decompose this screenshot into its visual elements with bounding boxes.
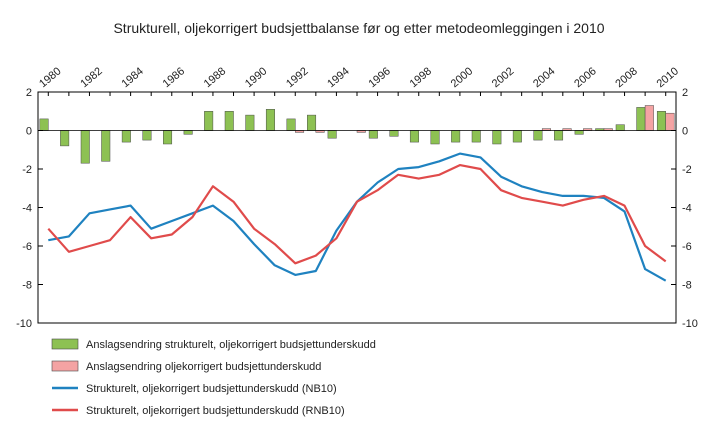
bar-structural-1983 [101, 130, 111, 162]
x-tick-label-2004: 2004 [531, 65, 557, 90]
bar-structural-2002 [492, 130, 502, 145]
legend-swatch-oil [51, 360, 79, 372]
y-tick-label-right: 2 [682, 87, 688, 99]
bar-structural-1994 [327, 130, 337, 139]
chart-title: Strukturell, oljekorrigert budsjettbalan… [113, 20, 604, 36]
y-tick-label-left: -6 [22, 241, 32, 253]
x-tick-label-2010: 2010 [655, 65, 681, 90]
x-tick-label-2006: 2006 [572, 65, 598, 90]
bar-structural-1991 [265, 109, 275, 131]
legend-label-nb10: Strukturelt, oljekorrigert budsjettunder… [86, 383, 337, 395]
x-tick-label-1990: 1990 [243, 65, 269, 90]
x-tick-label-1986: 1986 [161, 65, 187, 90]
bar-structural-2000 [451, 130, 461, 143]
bar-structural-1997 [389, 130, 399, 137]
y-tick-label-right: -10 [682, 318, 698, 330]
y-tick-label-left: 0 [26, 126, 32, 138]
line-rnb10 [47, 164, 667, 265]
y-tick-label-right: -2 [682, 164, 692, 176]
bar-structural-1992 [286, 118, 296, 131]
y-tick-label-left: -4 [22, 203, 32, 215]
x-tick-label-1980: 1980 [37, 65, 63, 90]
bar-structural-2008 [615, 124, 625, 131]
bar-structural-1986 [163, 130, 173, 145]
bar-structural-1993 [307, 114, 317, 131]
bar-structural-1981 [60, 130, 70, 147]
bar-structural-2009 [636, 107, 646, 131]
x-tick-label-1992: 1992 [284, 65, 310, 90]
bar-structural-1996 [368, 130, 378, 139]
x-tick-label-1988: 1988 [202, 65, 228, 90]
bar-structural-1987 [183, 130, 193, 135]
line-layer [47, 152, 667, 282]
y-tick-label-left: -10 [16, 318, 32, 330]
x-tick-label-1998: 1998 [408, 65, 434, 90]
legend-label-rnb10: Strukturelt, oljekorrigert budsjettunder… [86, 405, 345, 417]
bar-structural-1999 [430, 130, 440, 145]
legend-label-oil: Anslagsendring oljekorrigert budsjettund… [86, 361, 321, 373]
line-nb10 [48, 152, 667, 282]
bar-structural-2010 [656, 111, 666, 131]
bar-layer [38, 105, 676, 164]
x-tick-label-2000: 2000 [449, 65, 475, 90]
bar-structural-2006 [574, 130, 584, 135]
y-tick-label-right: 0 [682, 126, 688, 138]
y-tick-label-left: -2 [22, 164, 32, 176]
y-tick-label-left: -8 [22, 280, 32, 292]
bar-structural-2003 [512, 130, 522, 143]
bar-structural-2001 [471, 130, 481, 143]
bar-structural-1982 [80, 130, 90, 164]
bar-structural-1989 [224, 111, 234, 131]
bar-structural-2005 [554, 130, 564, 141]
legend-swatch-structural [51, 338, 79, 350]
bar-structural-1984 [121, 130, 131, 143]
bar-structural-2004 [533, 130, 543, 141]
bar-structural-1990 [245, 114, 255, 131]
legend-label-structural: Anslagsendring strukturelt, oljekorriger… [86, 339, 376, 351]
x-tick-label-2002: 2002 [490, 65, 516, 90]
x-tick-label-1994: 1994 [325, 65, 351, 90]
bar-oil-2010 [665, 112, 675, 131]
y-tick-label-right: -6 [682, 241, 692, 253]
bar-structural-1998 [409, 130, 419, 143]
y-tick-label-right: -8 [682, 280, 692, 292]
x-tick-label-2008: 2008 [613, 65, 639, 90]
bar-structural-1980 [39, 118, 49, 131]
bar-structural-1988 [204, 111, 214, 131]
x-tick-label-1996: 1996 [366, 65, 392, 90]
legend: Anslagsendring strukturelt, oljekorriger… [51, 338, 376, 417]
x-tick-label-1984: 1984 [119, 65, 145, 90]
y-tick-label-left: 2 [26, 87, 32, 99]
bar-oil-2009 [644, 105, 654, 131]
y-tick-label-right: -4 [682, 203, 692, 215]
bar-structural-1985 [142, 130, 152, 141]
x-tick-label-1982: 1982 [78, 65, 104, 90]
